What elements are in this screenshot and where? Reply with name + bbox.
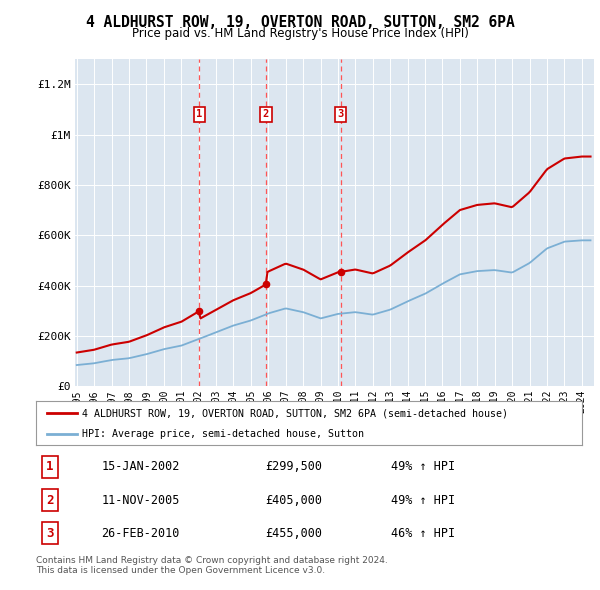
Text: £455,000: £455,000	[265, 526, 322, 540]
Text: 2: 2	[263, 109, 269, 119]
Text: 4 ALDHURST ROW, 19, OVERTON ROAD, SUTTON, SM2 6PA (semi-detached house): 4 ALDHURST ROW, 19, OVERTON ROAD, SUTTON…	[82, 408, 508, 418]
Text: 3: 3	[46, 526, 53, 540]
Text: 46% ↑ HPI: 46% ↑ HPI	[391, 526, 455, 540]
Text: 15-JAN-2002: 15-JAN-2002	[101, 460, 180, 474]
Text: £299,500: £299,500	[265, 460, 322, 474]
Text: 1: 1	[46, 460, 53, 474]
Text: 49% ↑ HPI: 49% ↑ HPI	[391, 460, 455, 474]
Text: 11-NOV-2005: 11-NOV-2005	[101, 493, 180, 507]
Text: Contains HM Land Registry data © Crown copyright and database right 2024.
This d: Contains HM Land Registry data © Crown c…	[36, 556, 388, 575]
Text: Price paid vs. HM Land Registry's House Price Index (HPI): Price paid vs. HM Land Registry's House …	[131, 27, 469, 40]
Text: £405,000: £405,000	[265, 493, 322, 507]
Text: 4 ALDHURST ROW, 19, OVERTON ROAD, SUTTON, SM2 6PA: 4 ALDHURST ROW, 19, OVERTON ROAD, SUTTON…	[86, 15, 514, 30]
Text: 1: 1	[196, 109, 202, 119]
Text: HPI: Average price, semi-detached house, Sutton: HPI: Average price, semi-detached house,…	[82, 428, 364, 438]
Text: 2: 2	[46, 493, 53, 507]
Text: 26-FEB-2010: 26-FEB-2010	[101, 526, 180, 540]
Text: 3: 3	[338, 109, 344, 119]
Text: 49% ↑ HPI: 49% ↑ HPI	[391, 493, 455, 507]
